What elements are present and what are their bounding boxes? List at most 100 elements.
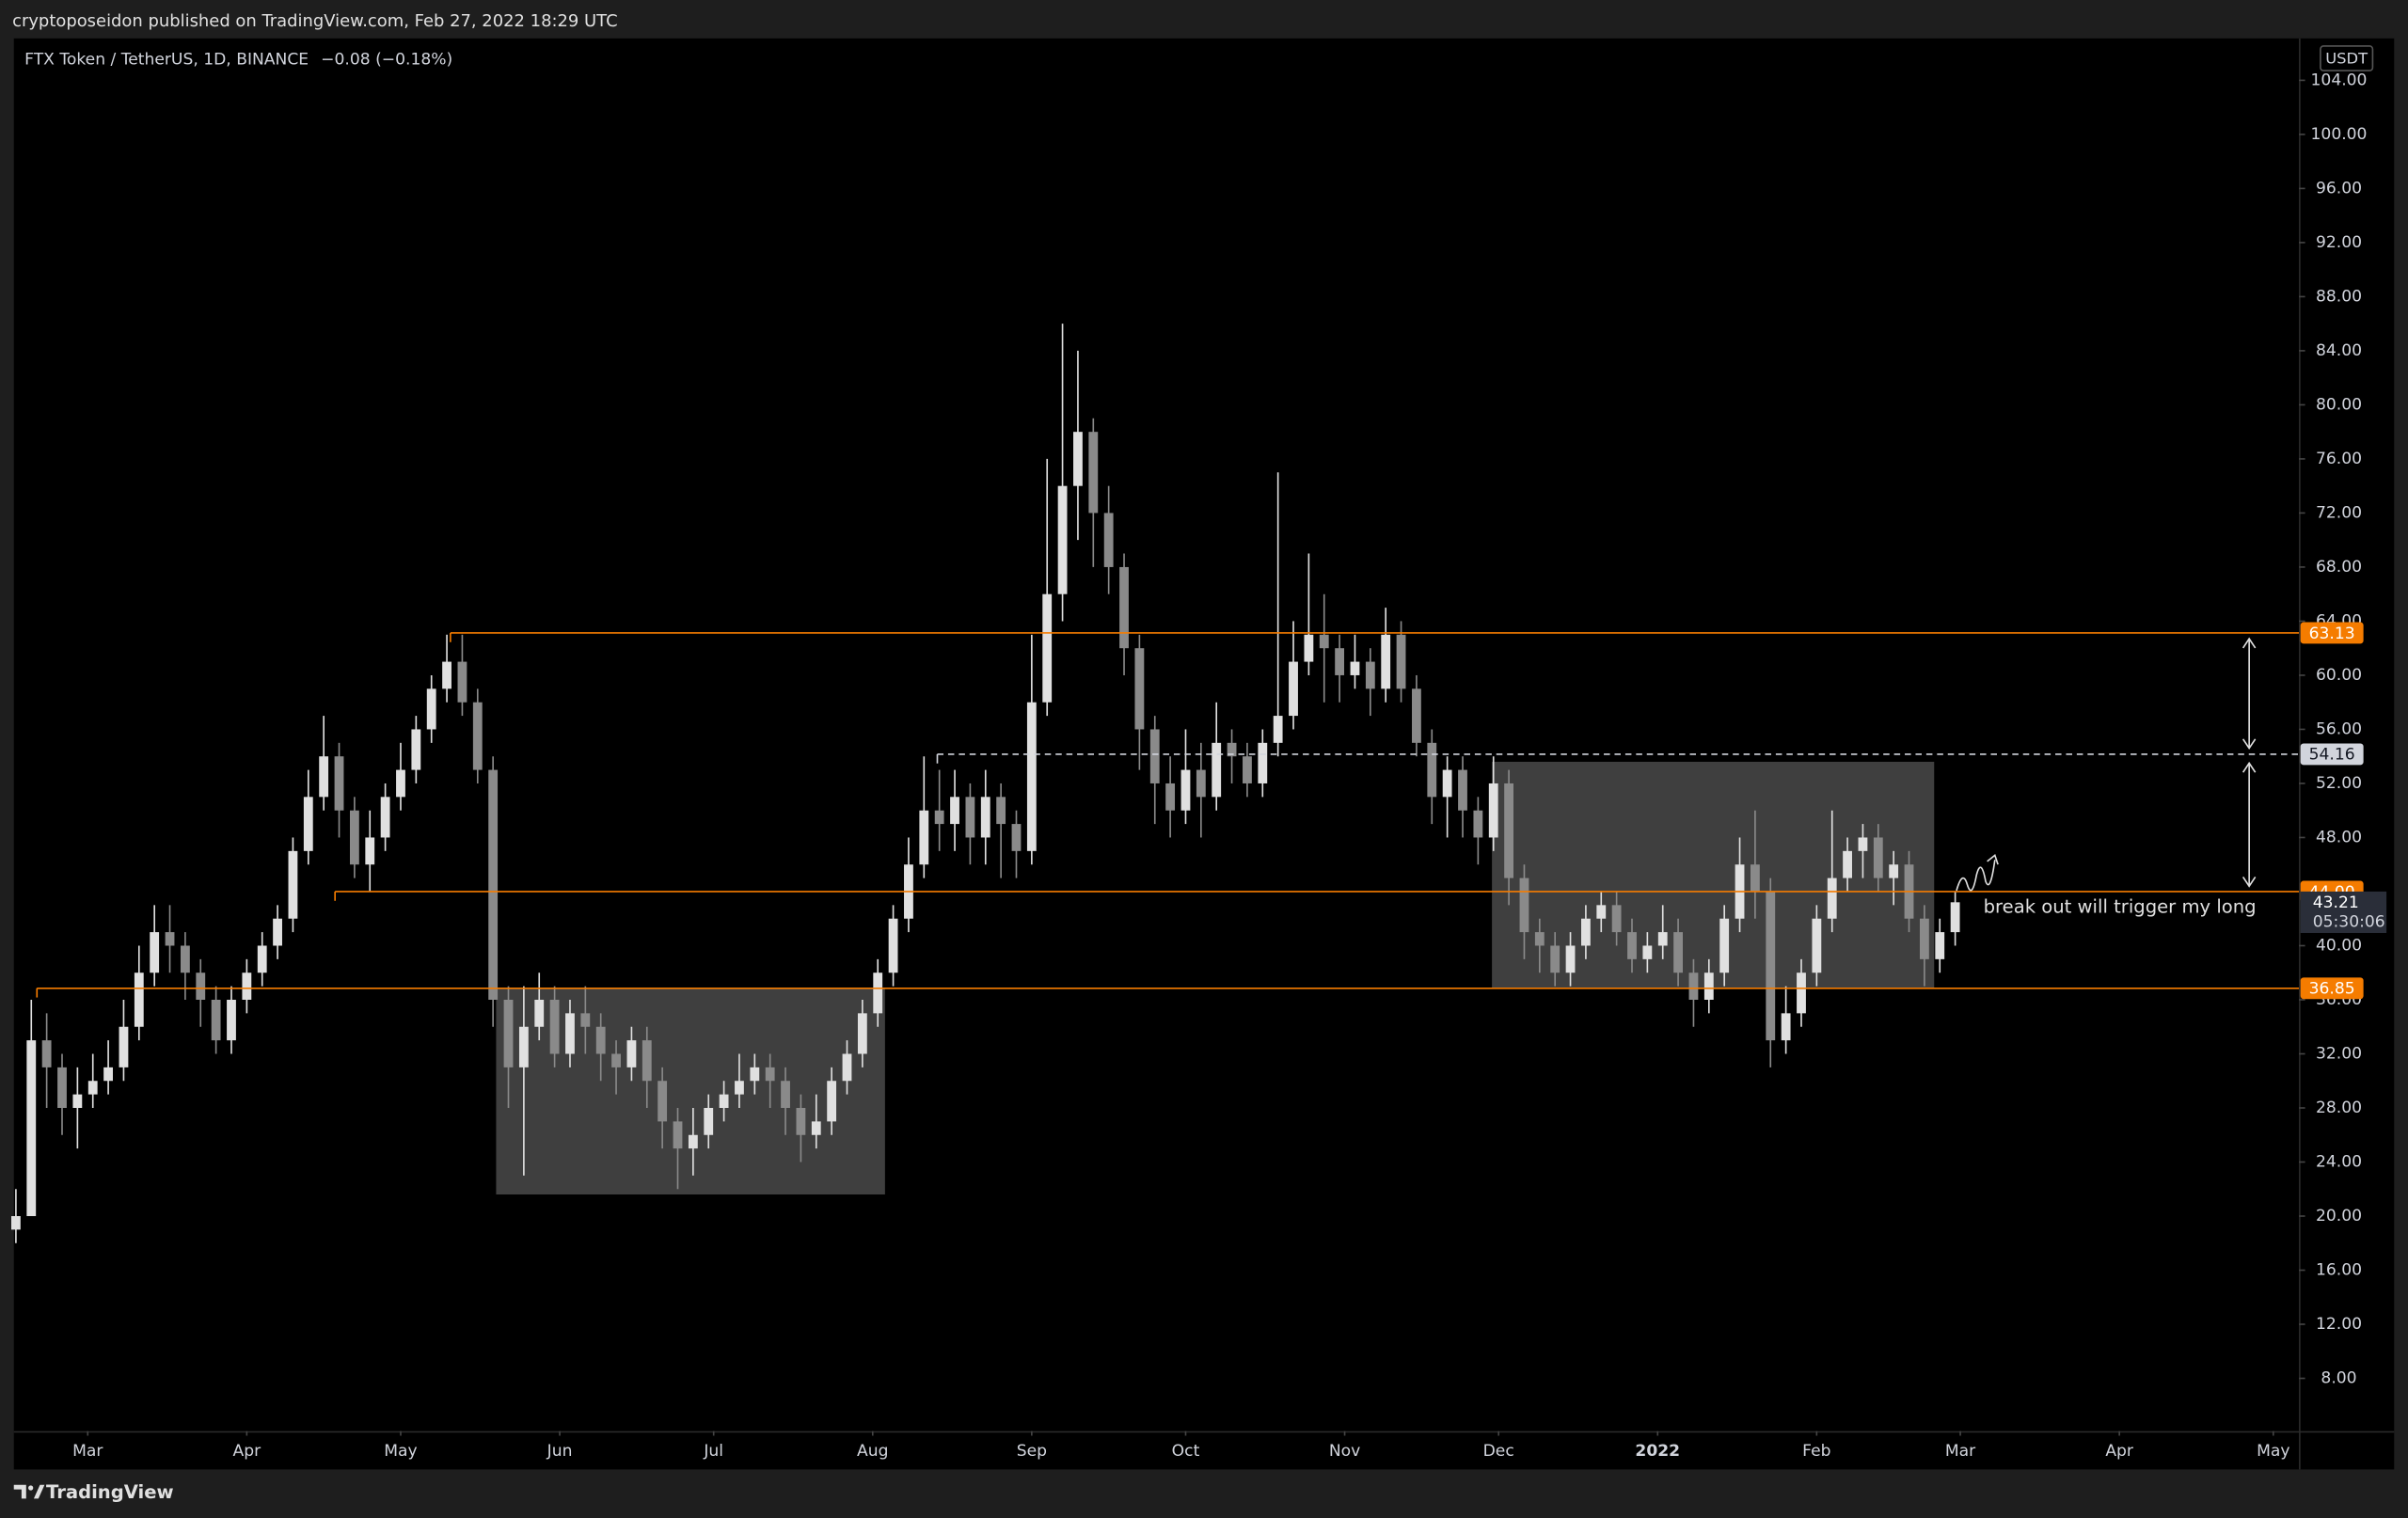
range-box [496,988,885,1195]
y-tick-label: 20.00 [2316,1207,2362,1225]
candle-body [1103,513,1114,567]
x-tick-label: Dec [1483,1442,1514,1461]
x-tick-label: Nov [1329,1442,1360,1461]
candle-body [750,1067,760,1082]
candle-body [1319,634,1329,649]
candle-body [503,999,514,1067]
y-tick-label: 72.00 [2316,503,2362,522]
candle-body [1458,769,1467,811]
level-label-box [2300,977,2364,1000]
candle-body [134,972,144,1027]
candle-body [1750,864,1760,892]
candle-body [595,1026,606,1054]
plot: 104.00 100.00 96.00 92.00 88.00 84.00 80.00 76.… [10,71,2387,1461]
candle-body [1180,769,1191,811]
candle-body [334,756,344,811]
y-tick-label: 32.00 [2316,1044,2362,1063]
squiggle-head [1987,853,1999,865]
y-tick-label: 104.00 [2311,71,2368,89]
level-label: 36.85 [2309,980,2355,999]
candle-body [1858,837,1868,851]
currency-box [2320,45,2374,71]
candle-body [1427,742,1437,798]
candle-body [1134,648,1145,730]
candle-body [781,1081,790,1108]
candle-body [888,918,898,973]
candle-body [150,932,160,973]
y-tick-label: 96.00 [2316,179,2362,198]
candle-body [626,1040,637,1067]
y-tick-label: 28.00 [2316,1099,2362,1117]
level-label: 63.13 [2309,625,2355,643]
candle-body [165,932,175,946]
last-price: 43.21 [2313,893,2359,912]
arrow-head [2242,738,2257,751]
candle-body [1381,634,1391,689]
y-tick-label: 60.00 [2316,666,2362,685]
candle-body [1335,648,1345,675]
candle-body [1119,566,1129,649]
candle-body [1412,688,1421,743]
x-tick-label: Apr [233,1442,262,1461]
candle-body [765,1067,775,1082]
candle-body [1534,932,1545,946]
x-tick-label: Apr [2105,1442,2134,1461]
candle-body [518,1026,529,1067]
candle-body [1657,932,1668,946]
x-tick-label: Mar [1945,1442,1976,1461]
candle-body [1289,661,1298,717]
level-label-box [2300,622,2364,644]
candle-body [1473,810,1483,838]
candle-body [534,999,545,1027]
last-price-box [2300,891,2387,933]
candle-body [1827,878,1837,919]
x-tick-label: Jul [703,1442,723,1461]
x-tick-label: 2022 [1635,1442,1680,1461]
candle-body [796,1107,806,1135]
level-label-box [2300,743,2364,766]
candle-body [1781,1013,1791,1041]
y-tick-label: 12.00 [2316,1315,2362,1334]
candle-body [227,999,236,1041]
y-tick-label: 24.00 [2316,1153,2362,1172]
x-tick-label: May [384,1442,417,1461]
logo [13,1484,45,1499]
publisher: cryptoposeidon published on TradingView.… [12,11,618,31]
candle-body [1165,783,1176,811]
candle-body [1950,902,1960,933]
candle-body [1196,769,1206,798]
x-tick-label: Feb [1802,1442,1830,1461]
candle-body [273,918,282,946]
candle-body [1642,945,1653,959]
candle-body [10,1216,21,1230]
candle-body [1304,634,1314,662]
candle-body [457,661,467,703]
y-tick-label: 40.00 [2316,936,2362,955]
candle-body [673,1121,683,1149]
candle-body [1550,945,1560,973]
candle-body [1766,891,1776,1041]
candle-body [1057,485,1068,594]
squiggle [1956,860,1996,892]
candle-body [380,797,390,838]
candle-body [1243,756,1252,783]
candle-body [1688,972,1699,1000]
candle-body [349,810,359,865]
candle-body [1026,702,1037,851]
symbol-title: FTX Token / TetherUS, 1D, BINANCE −0.08 (… [24,51,452,70]
candle-body [41,1040,52,1067]
candle-body [965,797,975,838]
y-tick-label: 8.00 [2321,1369,2356,1388]
arrow-head [2242,761,2257,773]
candle-body [688,1134,698,1149]
brand: TradingView [46,1481,174,1503]
candle-body [411,729,421,770]
y-tick-label: 84.00 [2316,341,2362,360]
candle-body [611,1053,621,1067]
candle-body [1042,593,1053,703]
candle-body [303,797,313,851]
change: −0.08 (−0.18%) [321,51,452,70]
candle-body [488,769,499,1000]
